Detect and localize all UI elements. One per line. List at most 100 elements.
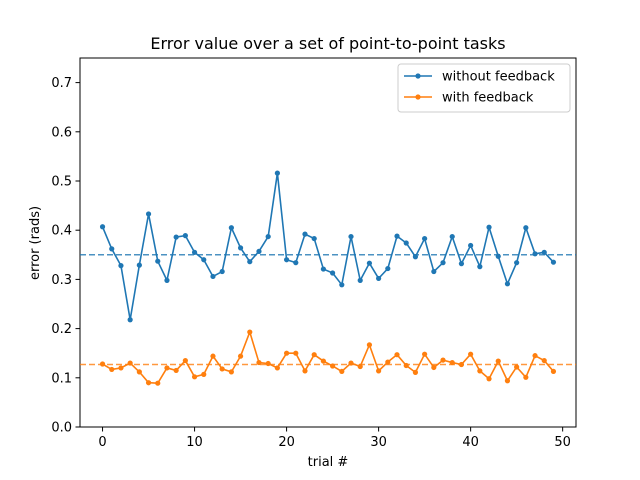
data-point-without-feedback	[109, 246, 115, 252]
data-point-with-feedback	[412, 369, 419, 375]
plot-area: 0 10 20 30 40 50 0.0 0.1 0.2 0.3 0.4 0.5 0.6 0.7	[51, 57, 577, 450]
data-point-with-feedback	[504, 378, 511, 384]
data-point-without-feedback	[339, 282, 345, 288]
data-point-with-feedback	[550, 368, 557, 375]
data-point-with-feedback	[339, 368, 345, 375]
legend-label-without-feedback: without feedback	[442, 70, 555, 85]
data-point-with-feedback	[293, 350, 299, 356]
y-tick-label: 0.3	[51, 273, 72, 288]
data-point-without-feedback	[283, 257, 290, 263]
data-point-without-feedback	[173, 234, 179, 240]
data-point-with-feedback	[210, 353, 216, 359]
data-point-with-feedback	[173, 367, 179, 374]
data-point-with-feedback	[219, 366, 225, 372]
data-point-with-feedback	[541, 357, 547, 364]
x-tick-label: 20	[278, 435, 295, 450]
data-point-without-feedback	[523, 225, 529, 231]
data-point-with-feedback	[320, 358, 326, 364]
data-point-without-feedback	[302, 231, 308, 237]
legend-label-with-feedback: with feedback	[442, 91, 534, 106]
data-point-without-feedback	[330, 270, 336, 276]
chart-title: Error value over a set of point-to-point…	[150, 34, 505, 53]
data-point-with-feedback	[237, 353, 244, 359]
y-tick-label: 0.6	[51, 125, 72, 140]
data-point-with-feedback	[376, 368, 382, 374]
data-point-with-feedback	[265, 360, 271, 367]
data-point-without-feedback	[311, 235, 317, 242]
data-point-without-feedback	[293, 260, 299, 266]
data-point-with-feedback	[283, 350, 290, 356]
data-point-with-feedback	[247, 329, 253, 335]
data-point-without-feedback	[532, 251, 538, 257]
data-point-without-feedback	[366, 260, 373, 266]
x-tick-label: 10	[186, 435, 203, 450]
y-tick-label: 0.0	[51, 421, 72, 436]
data-point-without-feedback	[394, 233, 400, 239]
data-point-with-feedback	[449, 359, 455, 366]
data-point-without-feedback	[440, 260, 446, 266]
data-point-without-feedback	[348, 233, 354, 240]
data-point-without-feedback	[550, 259, 557, 265]
data-point-with-feedback	[228, 369, 234, 375]
data-point-with-feedback	[422, 351, 428, 357]
data-point-with-feedback	[302, 368, 308, 374]
data-point-without-feedback	[99, 224, 106, 230]
y-tick-label: 0.4	[51, 224, 72, 239]
data-point-with-feedback	[394, 352, 400, 358]
data-point-without-feedback	[514, 260, 520, 266]
data-point-with-feedback	[366, 342, 373, 348]
data-point-with-feedback	[440, 357, 446, 363]
x-tick-label: 0	[98, 435, 106, 450]
legend-marker-with-feedback	[415, 94, 421, 100]
data-point-without-feedback	[422, 235, 428, 242]
data-point-without-feedback	[145, 211, 152, 217]
data-point-without-feedback	[486, 224, 492, 230]
legend: without feedback with feedback	[397, 63, 571, 113]
data-point-without-feedback	[376, 275, 382, 282]
x-axis-label: trial #	[308, 455, 349, 470]
data-point-with-feedback	[357, 363, 363, 370]
data-point-without-feedback	[201, 257, 207, 263]
data-point-with-feedback	[486, 376, 492, 382]
x-tick-label: 50	[554, 435, 571, 450]
data-point-with-feedback	[274, 365, 280, 371]
data-point-without-feedback	[136, 262, 142, 268]
data-point-with-feedback	[348, 360, 354, 366]
data-point-with-feedback	[311, 352, 317, 358]
data-point-without-feedback	[320, 266, 326, 272]
data-point-with-feedback	[145, 380, 152, 386]
data-point-without-feedback	[385, 265, 391, 272]
data-point-without-feedback	[155, 258, 161, 264]
axes-frame	[79, 57, 577, 428]
data-point-without-feedback	[210, 273, 216, 280]
y-tick-label: 0.2	[51, 322, 72, 337]
data-point-without-feedback	[495, 253, 501, 259]
data-point-with-feedback	[514, 364, 520, 370]
data-point-with-feedback	[385, 359, 391, 365]
data-point-without-feedback	[412, 254, 419, 260]
data-point-without-feedback	[182, 233, 188, 239]
x-tick-label: 40	[462, 435, 479, 450]
x-tick-label: 30	[370, 435, 387, 450]
y-axis-label: error (rads)	[28, 206, 43, 280]
data-point-with-feedback	[330, 363, 336, 369]
data-point-without-feedback	[228, 225, 234, 231]
data-point-without-feedback	[458, 261, 465, 267]
data-point-without-feedback	[247, 259, 253, 265]
data-point-with-feedback	[523, 374, 529, 380]
data-point-with-feedback	[431, 364, 437, 371]
y-tick-label: 0.1	[51, 371, 72, 386]
data-point-without-feedback	[256, 248, 262, 254]
y-tick-label: 0.7	[51, 76, 72, 91]
data-point-without-feedback	[431, 268, 437, 275]
data-point-without-feedback	[219, 268, 225, 275]
data-point-with-feedback	[468, 351, 474, 357]
data-point-without-feedback	[127, 317, 133, 323]
data-point-with-feedback	[458, 361, 465, 368]
data-point-with-feedback	[118, 365, 124, 371]
data-point-with-feedback	[191, 374, 198, 380]
data-point-with-feedback	[136, 369, 142, 375]
data-point-without-feedback	[449, 233, 455, 240]
data-point-without-feedback	[164, 277, 170, 283]
data-point-without-feedback	[403, 240, 409, 246]
